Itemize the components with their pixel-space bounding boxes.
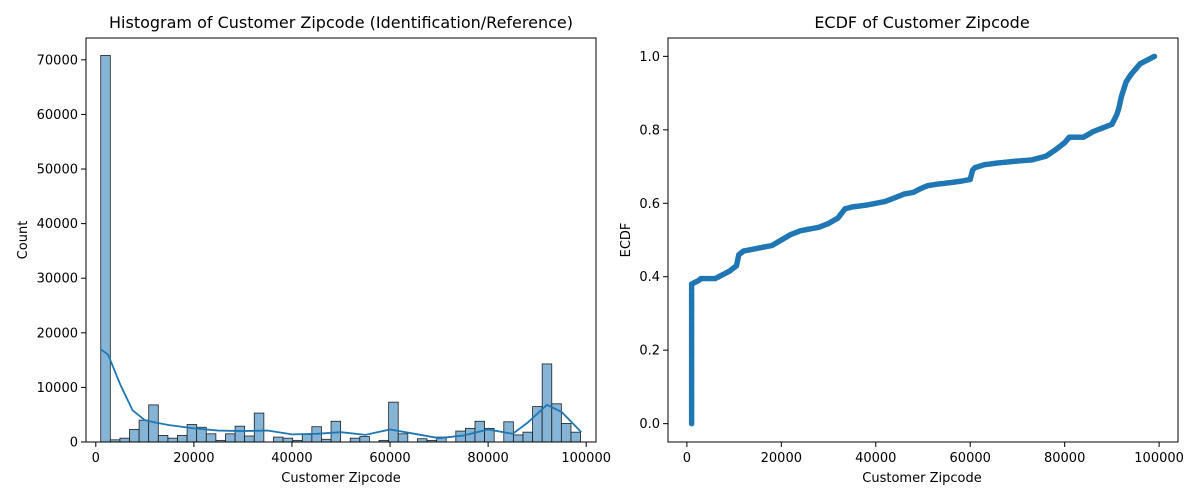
histogram-bar bbox=[541, 363, 553, 443]
histogram-bar bbox=[560, 423, 572, 443]
ecdf-x-tick-label: 40000 bbox=[855, 451, 896, 466]
histogram-x-tick-label: 100000 bbox=[561, 451, 611, 466]
histogram-bar bbox=[273, 436, 284, 443]
histogram-y-tick-label: 70000 bbox=[37, 53, 78, 68]
histogram-bar bbox=[119, 437, 130, 443]
histogram-y-tick-label: 10000 bbox=[37, 381, 78, 396]
histogram-bar bbox=[301, 433, 313, 443]
ecdf-x-tick-label: 100000 bbox=[1134, 451, 1184, 466]
ecdf-y-axis-label: ECDF bbox=[619, 223, 634, 258]
histogram-bar bbox=[138, 419, 150, 443]
ecdf-title: ECDF of Customer Zipcode bbox=[814, 13, 1029, 32]
ecdf-x-tick-label: 80000 bbox=[1044, 451, 1085, 466]
histogram-bar bbox=[234, 425, 246, 443]
histogram-y-ticks: 0 10000 20000 30000 40000 50000 60000 70000 bbox=[37, 53, 86, 451]
histogram-bar bbox=[522, 431, 533, 443]
histogram-bar bbox=[100, 55, 111, 443]
ecdf-y-tick-label: 0.6 bbox=[639, 197, 660, 212]
ecdf-y-tick-label: 0.8 bbox=[639, 123, 660, 138]
histogram-bars bbox=[100, 55, 581, 443]
histogram-y-tick-label: 60000 bbox=[37, 108, 78, 123]
ecdf-points bbox=[688, 53, 1158, 427]
histogram-bar bbox=[388, 401, 399, 443]
ecdf-x-axis-label: Customer Zipcode bbox=[862, 471, 981, 486]
ecdf-x-tick-label: 60000 bbox=[950, 451, 991, 466]
histogram-bar bbox=[253, 412, 265, 443]
ecdf-x-tick-label: 0 bbox=[683, 451, 691, 466]
histogram-bar bbox=[282, 437, 294, 443]
histogram-x-tick-label: 40000 bbox=[271, 451, 312, 466]
ecdf-axes-frame bbox=[667, 37, 1179, 443]
histogram-bar bbox=[532, 406, 543, 443]
histogram-bar bbox=[205, 433, 217, 443]
histogram-title: Histogram of Customer Zipcode (Identific… bbox=[109, 13, 573, 32]
histogram-x-ticks: 0 20000 40000 60000 80000 100000 bbox=[92, 442, 611, 466]
histogram-y-tick-label: 40000 bbox=[37, 217, 78, 232]
histogram-kde-line bbox=[100, 348, 582, 440]
ecdf-y-tick-label: 0.2 bbox=[639, 344, 660, 359]
histogram-x-tick-label: 80000 bbox=[467, 451, 508, 466]
histogram-bar bbox=[570, 431, 581, 443]
ecdf-point bbox=[1151, 53, 1158, 60]
ecdf-y-tick-label: 0.4 bbox=[639, 270, 660, 285]
histogram-bar bbox=[157, 435, 169, 443]
ecdf-x-tick-label: 20000 bbox=[761, 451, 802, 466]
histogram-y-tick-label: 30000 bbox=[37, 272, 78, 287]
histogram-bar bbox=[512, 434, 524, 443]
histogram-axes-frame bbox=[85, 37, 597, 443]
histogram-bar bbox=[129, 429, 140, 443]
histogram-bar bbox=[349, 437, 361, 443]
ecdf-x-ticks: 0 20000 40000 60000 80000 100000 bbox=[683, 442, 1184, 466]
histogram-y-axis-label: Count bbox=[16, 221, 31, 260]
ecdf-y-tick-label: 1.0 bbox=[639, 50, 660, 65]
histogram-bar bbox=[359, 436, 370, 443]
histogram-bar bbox=[244, 435, 255, 443]
histogram-bar bbox=[177, 435, 188, 443]
histogram-bar bbox=[225, 433, 236, 443]
histogram-x-tick-label: 0 bbox=[92, 451, 100, 466]
histogram-y-tick-label: 0 bbox=[70, 436, 78, 451]
histogram-y-tick-label: 20000 bbox=[37, 326, 78, 341]
ecdf-y-ticks: 0.0 0.2 0.4 0.6 0.8 1.0 bbox=[639, 50, 668, 432]
histogram-y-tick-label: 50000 bbox=[37, 163, 78, 178]
histogram-bar bbox=[167, 437, 178, 443]
ecdf-y-tick-label: 0.0 bbox=[639, 417, 660, 432]
histogram-panel: Histogram of Customer Zipcode (Identific… bbox=[16, 13, 611, 486]
histogram-bar bbox=[397, 433, 409, 443]
histogram-x-axis-label: Customer Zipcode bbox=[281, 471, 400, 486]
histogram-x-tick-label: 60000 bbox=[369, 451, 410, 466]
ecdf-panel: ECDF of Customer Zipcode 0 20000 40000 6000… bbox=[619, 13, 1184, 486]
histogram-x-tick-label: 20000 bbox=[173, 451, 214, 466]
